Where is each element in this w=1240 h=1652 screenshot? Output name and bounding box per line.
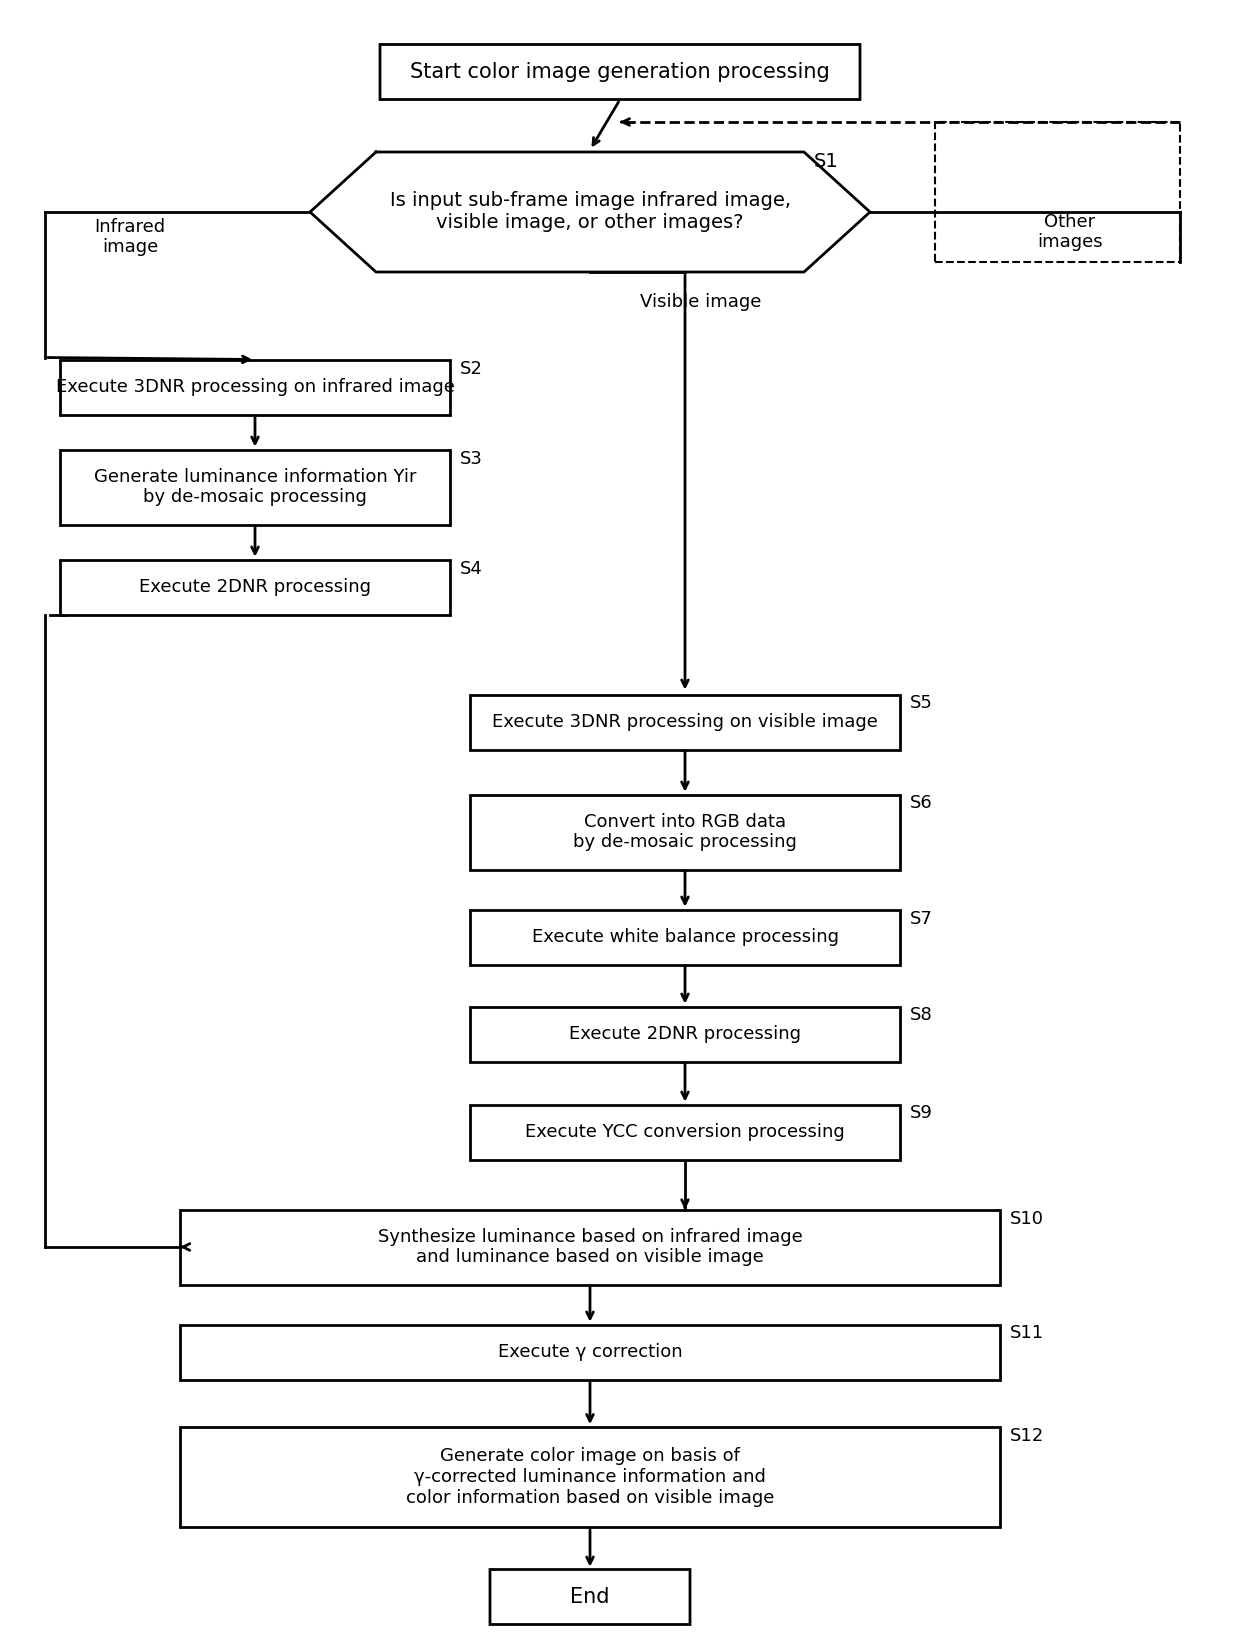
Bar — [180, 1427, 999, 1526]
Text: S4: S4 — [460, 560, 482, 578]
Text: Generate color image on basis of
γ-corrected luminance information and
color inf: Generate color image on basis of γ-corre… — [405, 1447, 774, 1507]
Text: S1: S1 — [813, 152, 838, 172]
Text: Is input sub-frame image infrared image,
visible image, or other images?: Is input sub-frame image infrared image,… — [389, 192, 791, 233]
Text: Execute 3DNR processing on infrared image: Execute 3DNR processing on infrared imag… — [56, 378, 454, 396]
Bar — [180, 1325, 999, 1379]
Bar — [60, 560, 450, 615]
Text: S7: S7 — [910, 910, 932, 927]
Text: S8: S8 — [910, 1006, 932, 1024]
Bar — [935, 122, 1180, 263]
Text: Execute γ correction: Execute γ correction — [497, 1343, 682, 1361]
Text: Execute white balance processing: Execute white balance processing — [532, 928, 838, 947]
Text: Infrared
image: Infrared image — [94, 218, 166, 256]
Text: S3: S3 — [460, 449, 482, 468]
Bar — [60, 449, 450, 524]
Text: Other
images: Other images — [1037, 213, 1102, 251]
Text: End: End — [570, 1588, 610, 1607]
FancyBboxPatch shape — [490, 1569, 689, 1624]
Text: S5: S5 — [910, 694, 932, 712]
Polygon shape — [310, 152, 870, 273]
Text: Execute 2DNR processing: Execute 2DNR processing — [139, 578, 371, 596]
Bar — [60, 360, 450, 415]
Bar — [470, 1105, 900, 1160]
Text: Convert into RGB data
by de-mosaic processing: Convert into RGB data by de-mosaic proce… — [573, 813, 797, 851]
Text: Execute 2DNR processing: Execute 2DNR processing — [569, 1024, 801, 1042]
Bar — [470, 795, 900, 869]
Bar — [180, 1209, 999, 1285]
Text: Execute 3DNR processing on visible image: Execute 3DNR processing on visible image — [492, 714, 878, 730]
Bar — [470, 1006, 900, 1062]
Text: Start color image generation processing: Start color image generation processing — [410, 63, 830, 83]
FancyBboxPatch shape — [379, 45, 861, 99]
Text: S6: S6 — [910, 795, 932, 813]
Text: S9: S9 — [910, 1105, 932, 1122]
Text: Synthesize luminance based on infrared image
and luminance based on visible imag: Synthesize luminance based on infrared i… — [378, 1227, 802, 1267]
Text: Visible image: Visible image — [640, 292, 761, 311]
Text: S12: S12 — [1011, 1427, 1044, 1446]
Text: Execute YCC conversion processing: Execute YCC conversion processing — [525, 1123, 844, 1142]
Bar — [470, 694, 900, 750]
Bar — [470, 910, 900, 965]
Text: S11: S11 — [1011, 1325, 1044, 1343]
Text: Generate luminance information Yir
by de-mosaic processing: Generate luminance information Yir by de… — [94, 468, 417, 507]
Text: S10: S10 — [1011, 1209, 1044, 1227]
Text: S2: S2 — [460, 360, 482, 378]
